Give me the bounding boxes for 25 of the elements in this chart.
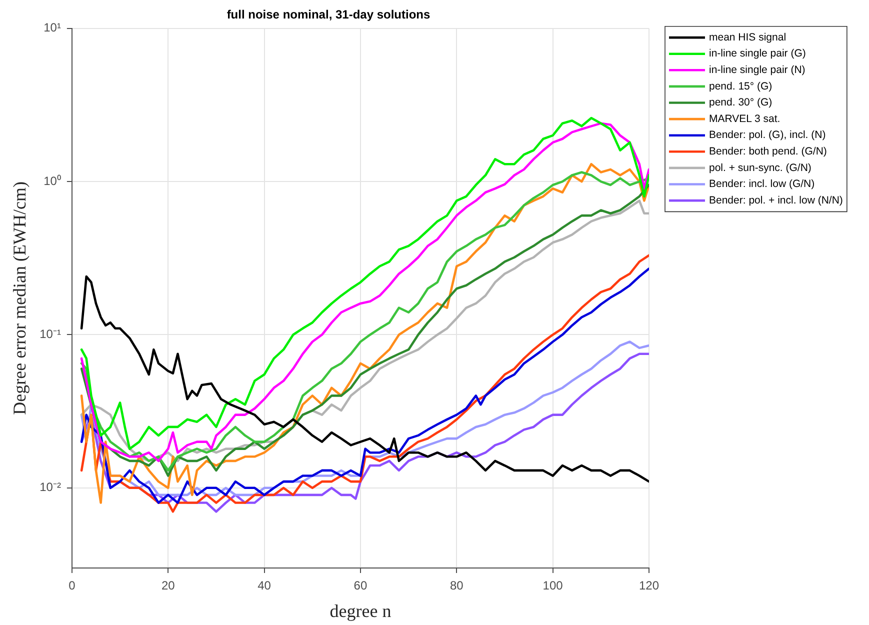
y-axis-title: Degree error median (EWH/cm) — [10, 182, 30, 415]
legend-label: mean HIS signal — [709, 31, 786, 44]
legend-label: pol. + sun-sync. (G/N) — [709, 162, 812, 174]
y-tick-label: 10¹ — [44, 20, 61, 35]
x-tick-label: 0 — [68, 578, 76, 593]
x-tick-label: 100 — [542, 578, 564, 593]
legend-label: Bender: incl. low (G/N) — [709, 178, 815, 190]
x-tick-label: 40 — [258, 578, 272, 593]
legend-label: Bender: pol. (G), incl. (N) — [709, 129, 826, 142]
x-axis-title: degree n — [330, 600, 392, 621]
legend-label: in-line single pair (N) — [709, 64, 806, 76]
x-tick-label: 60 — [354, 578, 368, 593]
x-tick-label: 120 — [638, 578, 660, 593]
legend-label: MARVEL 3 sat. — [709, 112, 780, 125]
legend-label: pend. 30° (G) — [709, 96, 772, 109]
y-tick-label: 10⁻² — [40, 480, 61, 494]
x-tick-label: 80 — [450, 578, 464, 593]
legend-label: in-line single pair (G) — [709, 48, 806, 60]
chart-title: full noise nominal, 31-day solutions — [226, 8, 430, 22]
y-tick-label: 10⁰ — [44, 174, 61, 188]
legend-label: Bender: both pend. (G/N) — [709, 146, 827, 158]
x-tick-label: 20 — [161, 578, 176, 593]
y-tick-label: 10⁻¹ — [40, 327, 61, 342]
legend-label: pend. 15° (G) — [709, 80, 772, 92]
legend-label: Bender: pol. + incl. low (N/N) — [709, 194, 843, 206]
